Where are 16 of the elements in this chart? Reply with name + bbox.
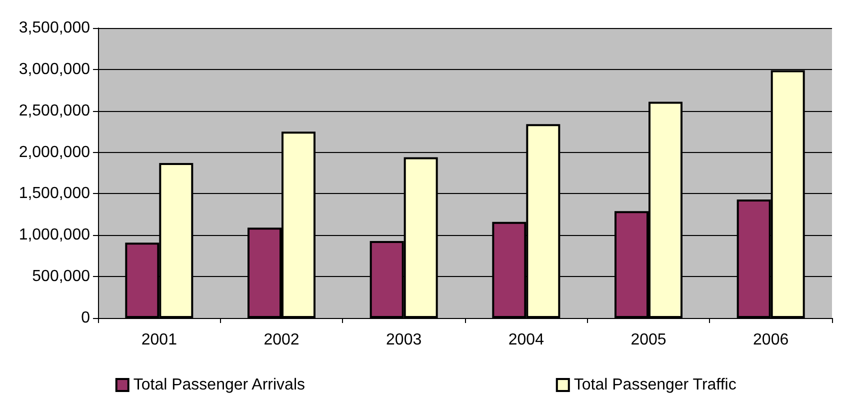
y-tick-label: 3,000,000 <box>18 60 90 78</box>
x-tick-label: 2002 <box>264 332 300 348</box>
x-tick-label: 2006 <box>753 332 789 348</box>
x-tick-label: 2004 <box>508 332 544 348</box>
y-tick-label: 1,500,000 <box>18 185 90 202</box>
legend-label: Total Passenger Traffic <box>574 376 736 394</box>
y-tick-label: 0 <box>81 310 90 326</box>
y-tick-label: 2,500,000 <box>18 102 90 120</box>
x-tick-label: 2001 <box>141 332 178 348</box>
x-tick-label: 2003 <box>386 332 422 348</box>
y-tick-label: 3,500,000 <box>18 20 90 36</box>
y-tick-label: 1,000,000 <box>18 226 90 244</box>
y-tick-label: 2,000,000 <box>18 144 90 161</box>
y-tick-label: 500,000 <box>32 268 90 286</box>
legend-label: Total Passenger Arrivals <box>133 376 306 394</box>
x-tick-label: 2005 <box>630 332 666 348</box>
